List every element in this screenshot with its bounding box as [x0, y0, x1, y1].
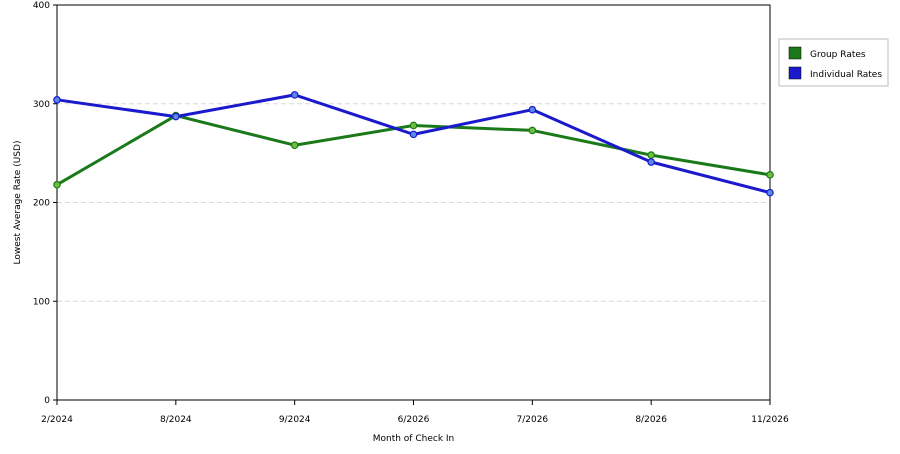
- series-point-1: [53, 96, 61, 104]
- series-point-1: [409, 130, 418, 139]
- series-point-0: [290, 141, 299, 150]
- y-tick-label: 400: [33, 1, 50, 11]
- series-point-0: [409, 121, 418, 130]
- series-line-1: [56, 93, 771, 195]
- x-tick-label: 11/2026: [751, 415, 789, 425]
- axes: 0 100 200 300 400 2/2024 8/2024 9/2024 6/2026 7/2…: [33, 1, 789, 425]
- series-point-1: [766, 188, 774, 197]
- legend-label-group: Group Rates: [810, 50, 866, 60]
- x-tick-label: 8/2026: [635, 415, 667, 425]
- series: [53, 91, 774, 197]
- y-axis-title: Lowest Average Rate (USD): [13, 141, 23, 265]
- series-point-1: [290, 91, 299, 99]
- series-point-0: [647, 151, 655, 159]
- y-tick-label: 0: [44, 396, 50, 406]
- series-point-0: [528, 126, 537, 135]
- x-axis-title: Month of Check In: [373, 434, 455, 444]
- y-tick-label: 100: [33, 297, 50, 307]
- series-point-0: [766, 171, 774, 179]
- series-point-0: [53, 180, 61, 189]
- series-point-1: [647, 158, 655, 166]
- x-tick-label: 9/2024: [279, 415, 311, 425]
- y-tick-label: 200: [33, 199, 50, 209]
- legend: Group Rates Individual Rates: [778, 38, 889, 87]
- x-tick-label: 8/2024: [160, 415, 192, 425]
- x-tick-label: 6/2026: [398, 415, 430, 425]
- grid-lines: [57, 103, 770, 302]
- series-point-1: [528, 105, 537, 114]
- legend-swatch-individual: [788, 66, 802, 80]
- series-point-1: [172, 112, 180, 121]
- legend-label-individual: Individual Rates: [810, 70, 882, 80]
- x-tick-label: 2/2024: [41, 415, 73, 425]
- x-tick-label: 7/2026: [516, 415, 548, 425]
- legend-swatch-group: [788, 46, 802, 60]
- y-tick-label: 300: [33, 100, 50, 110]
